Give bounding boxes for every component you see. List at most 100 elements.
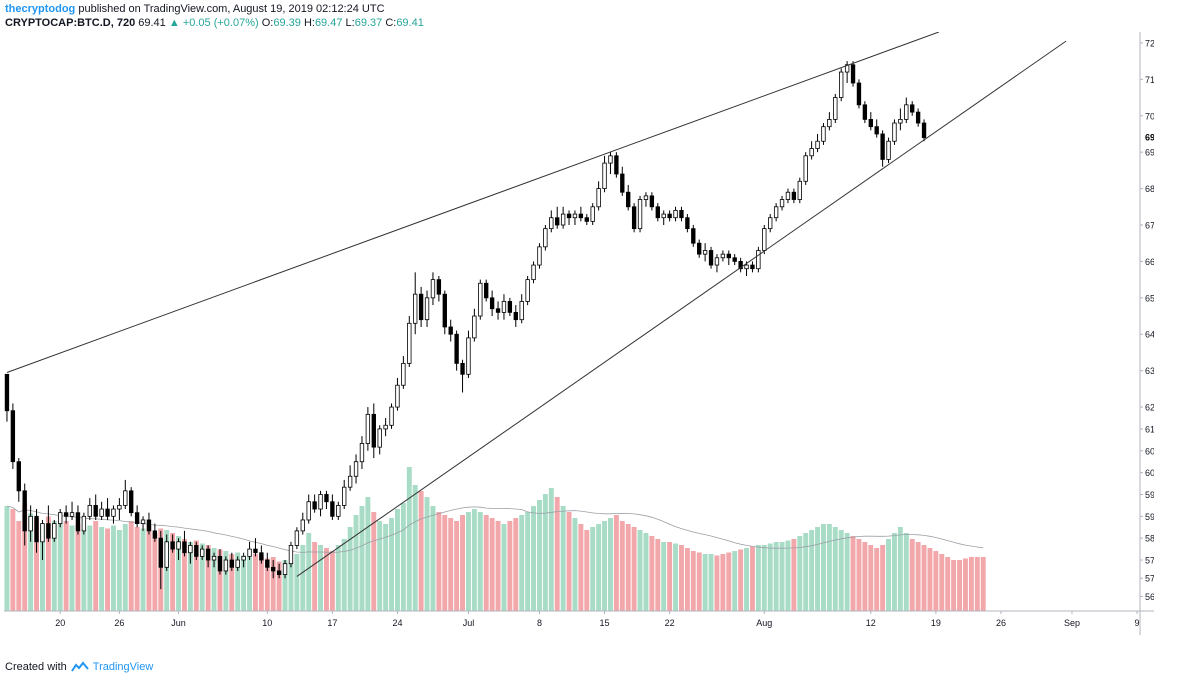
volume-bar [927,548,933,611]
candle [330,501,335,517]
volume-bar [542,494,548,611]
volume-bar [720,554,726,611]
candle [282,563,288,575]
y-tick-label: 60.80 [1145,446,1154,456]
candle-layer [4,61,927,590]
volume-bar [821,524,826,611]
candle [460,362,465,375]
volume-bar [466,512,471,611]
candle [318,494,323,510]
volume-bar [329,551,335,611]
candle [401,362,406,386]
candle [312,501,317,510]
price-chart-svg[interactable]: 72.00 71.00 70.00 69.00 68.00 67.00 66.00 65.00… [4,31,1168,635]
candle [821,126,826,142]
volume-bar [602,521,607,611]
volume-bar [501,524,507,611]
volume-bar [909,539,915,611]
low-label: L: [345,17,355,29]
volume-bar [507,521,513,611]
volume-bar [424,497,430,611]
candle [862,104,868,120]
candle [418,293,424,321]
candle [448,326,453,335]
candle [691,228,696,244]
candle [46,523,51,539]
candle [762,228,767,251]
volume-bar [791,539,797,611]
candle [555,217,560,226]
candle [495,308,501,313]
volume-bar [28,513,34,611]
candle [637,199,643,230]
candle [904,104,909,120]
volume-bar [880,545,886,611]
x-tick-label: 19 [931,618,941,628]
candle [655,206,660,219]
candle [211,555,217,561]
symbol-label: CRYPTOCAP:BTC.D, 720 [5,17,136,29]
volume-bar [631,527,637,611]
candle [247,548,252,557]
volume-bar [815,527,820,611]
volume-bar [661,542,667,611]
tradingview-brand[interactable]: TradingView [92,661,154,673]
volume-bar [57,524,63,611]
volume-bar [241,555,247,611]
footer: Created with TradingView [5,660,153,674]
candle [915,111,921,124]
volume-bar [957,560,962,611]
candle [324,494,329,503]
volume-bar [205,545,211,611]
candle [768,217,773,230]
volume-bar [803,533,809,611]
volume-bar [193,540,199,611]
candle [797,180,802,200]
candle [472,315,477,339]
volume-bar [755,545,761,611]
volume-bar [655,539,661,611]
y-tick-label: 71.00 [1145,75,1154,85]
trendline [6,31,940,373]
candle [566,213,572,219]
volume-bar [690,551,696,611]
candle [430,279,436,299]
volume-bar [797,536,803,611]
candle [99,508,104,517]
candle [205,548,211,561]
candle [489,297,495,310]
y-tick-label: 57.80 [1145,556,1154,566]
candle [347,475,353,488]
candle [732,257,737,262]
candle [756,250,761,270]
candle [134,512,140,524]
candle [537,246,542,266]
created-with-text: Created with [5,661,67,673]
candle [484,282,489,299]
volume-bar [649,536,655,611]
candle [578,213,584,219]
candle [880,133,885,160]
candle [507,301,513,313]
candle [259,552,264,561]
chart-area[interactable]: 72.00 71.00 70.00 69.00 68.00 67.00 66.00 65.00… [4,31,1168,635]
volume-bar [548,488,554,611]
candle [342,486,347,506]
x-tick-label: Jul [463,618,475,628]
author-link[interactable]: thecryptodog [5,3,76,15]
volume-bar [383,524,389,611]
trendline [296,40,1067,577]
volume-bar [613,515,619,611]
candle [123,490,128,506]
volume-bar [235,552,241,611]
volume-bar [844,533,850,611]
volume-bar [436,512,442,611]
volume-bar [714,555,720,611]
volume-bar [667,542,673,611]
candle [874,126,879,135]
volume-bar [34,518,39,611]
volume-bar [69,525,75,611]
volume-bar [199,543,205,611]
candle [200,548,205,557]
candle [844,64,850,73]
